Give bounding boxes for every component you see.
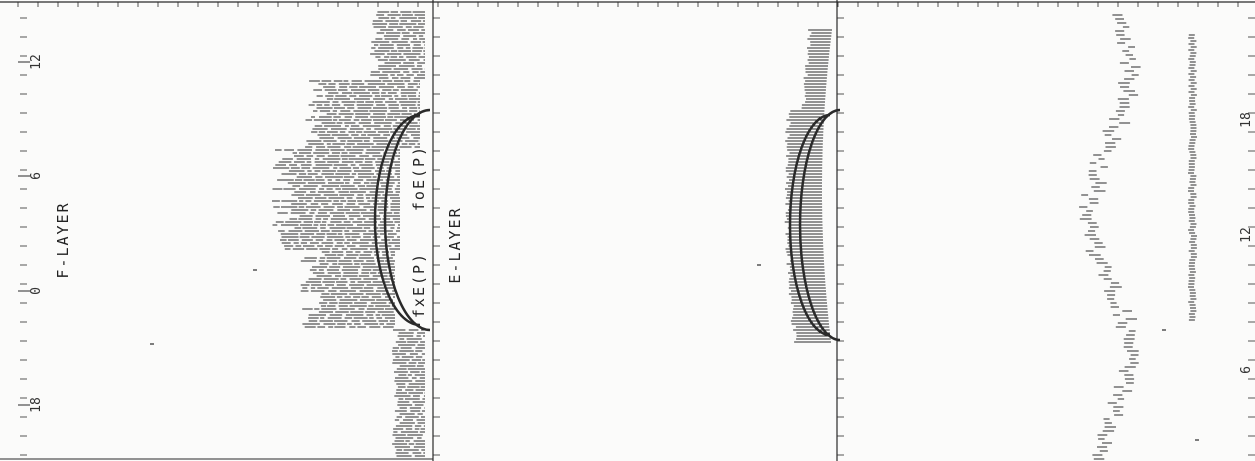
fxe-curve	[383, 108, 431, 332]
fxe-curve-label: fxE(P)	[410, 252, 428, 318]
model-curves	[373, 108, 841, 342]
tick-label-6: 6	[29, 172, 44, 180]
chart-labels: 12 6 0 18 F-LAYER E-LAYER fxE(P) foE(P) …	[29, 54, 1254, 413]
e-layer-label: E-LAYER	[446, 206, 464, 283]
e-layer-curve-outer	[798, 108, 841, 342]
data-marks	[150, 11, 1199, 460]
foe-curve	[373, 113, 421, 327]
f-layer-label: F-LAYER	[54, 201, 72, 278]
tick-label-0: 0	[29, 287, 44, 295]
tick-label-18: 18	[29, 397, 44, 413]
right-tick-label-12: 12	[1239, 227, 1254, 243]
right-tick-label-18: 18	[1239, 112, 1254, 128]
axis-ticks	[17, 2, 1255, 456]
e-layer-curve-inner	[788, 113, 831, 337]
right-tick-label-6: 6	[1239, 366, 1254, 374]
tick-label-12: 12	[29, 54, 44, 70]
foe-curve-label: foE(P)	[410, 145, 428, 211]
